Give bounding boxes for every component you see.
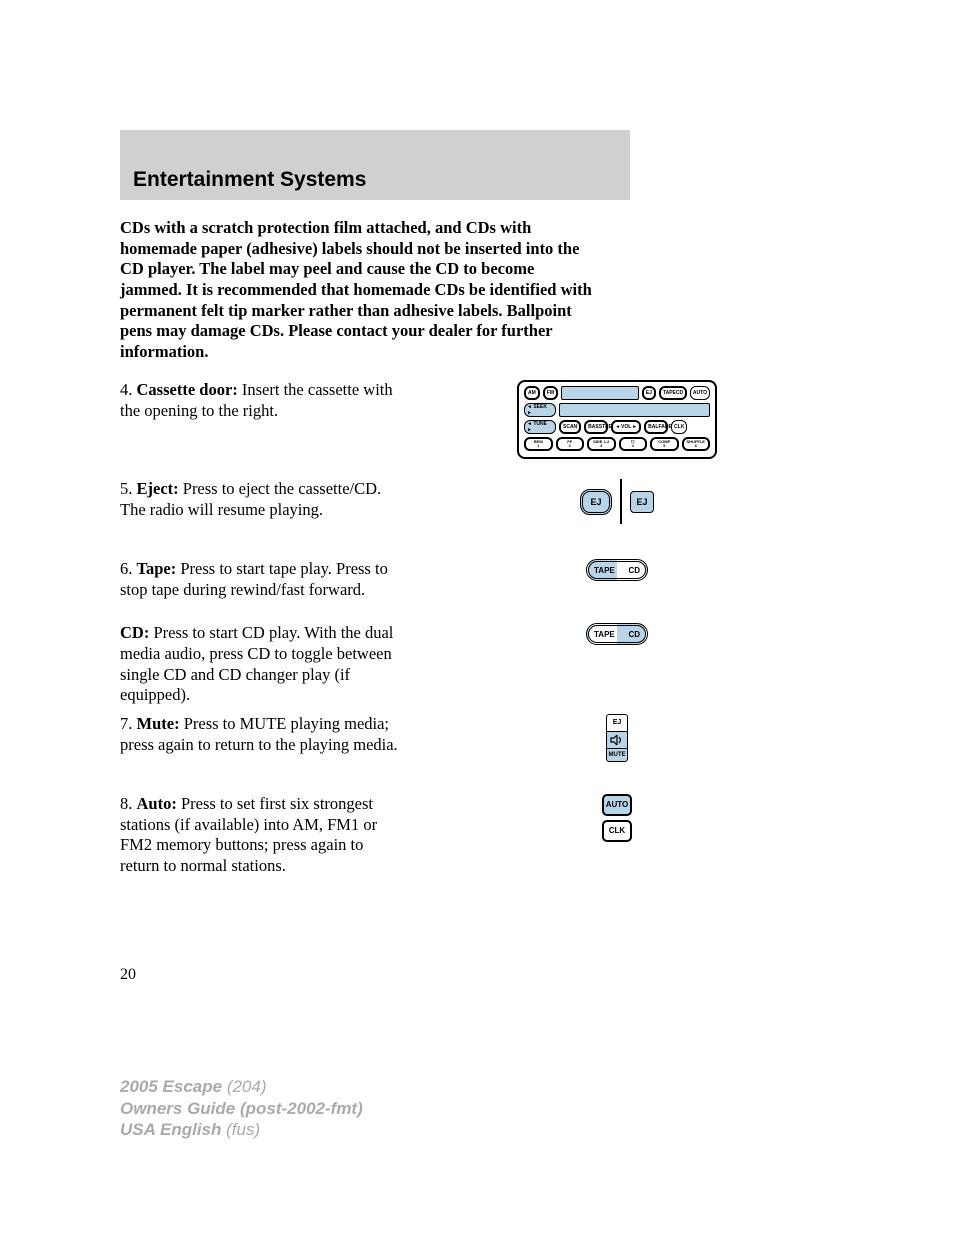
item-4-figure: AM FM EJ TAPECD AUTO ◄ SEEK ► ◄ TUNE ► S… [400, 380, 834, 459]
eject-button-2: EJ [630, 491, 654, 513]
radio-fm-btn: FM [543, 386, 558, 400]
tape-cd-button-cd-hl: TAPECD [586, 623, 648, 645]
item-5-text: 5. Eject: Press to eject the cassette/CD… [120, 479, 400, 520]
item-7-figure: EJ MUTE [400, 714, 834, 762]
radio-bal-fade: BALFADE [644, 420, 668, 434]
warning-paragraph: CDs with a scratch protection film attac… [120, 218, 600, 362]
mute-icon [606, 732, 628, 748]
radio-preset-1: REW1 [524, 437, 553, 451]
radio-am-btn: AM [524, 386, 540, 400]
section-header-bar: Entertainment Systems [120, 130, 630, 200]
item-4-text: 4. Cassette door: Insert the cassette wi… [120, 380, 400, 421]
radio-clk-btn: CLK [671, 420, 687, 434]
item-8-row: 8. Auto: Press to set first six stronges… [120, 794, 834, 877]
divider-line [620, 479, 622, 524]
radio-tape-cd-btn: TAPECD [659, 386, 687, 400]
radio-seek-btn: ◄ SEEK ► [524, 403, 556, 417]
radio-display [561, 386, 639, 400]
tape-cd-button-tape-hl: TAPECD [586, 559, 648, 581]
radio-preset-3: SIDE 1-23 [587, 437, 616, 451]
item-6-cd-row: CD: Press to start CD play. With the dua… [120, 623, 834, 706]
radio-ej-btn: EJ [642, 386, 656, 400]
radio-auto-btn: AUTO [690, 386, 710, 400]
item-7-text: 7. Mute: Press to MUTE playing media; pr… [120, 714, 400, 755]
eject-button-1: EJ [580, 489, 612, 515]
auto-button: AUTO [602, 794, 632, 816]
mute-label: MUTE [606, 748, 628, 762]
item-6-tape-row: 6. Tape: Press to start tape play. Press… [120, 559, 834, 619]
item-5-row: 5. Eject: Press to eject the cassette/CD… [120, 479, 834, 539]
radio-preset-6: SHUFFLE6 [682, 437, 711, 451]
item-8-text: 8. Auto: Press to set first six stronges… [120, 794, 400, 877]
item-7-row: 7. Mute: Press to MUTE playing media; pr… [120, 714, 834, 774]
section-title: Entertainment Systems [133, 168, 366, 192]
item-4-row: 4. Cassette door: Insert the cassette wi… [120, 380, 834, 459]
radio-faceplate: AM FM EJ TAPECD AUTO ◄ SEEK ► ◄ TUNE ► S… [517, 380, 717, 459]
item-8-figure: AUTO CLK [400, 794, 834, 842]
item-6-tape-text: 6. Tape: Press to start tape play. Press… [120, 559, 400, 600]
radio-vol: ◄VOL► [611, 420, 641, 434]
item-6-cd-figure: TAPECD [400, 623, 834, 645]
radio-preset-2: FF2 [556, 437, 585, 451]
clk-button: CLK [602, 820, 632, 842]
radio-presets-row: REW1 FF2 SIDE 1-23 ☐4 COMP5 SHUFFLE6 [524, 437, 710, 451]
radio-scan-btn: SCAN [559, 420, 581, 434]
page-number: 20 [120, 966, 834, 984]
radio-preset-4: ☐4 [619, 437, 648, 451]
radio-cassette-door [559, 403, 710, 417]
item-6-tape-figure: TAPECD [400, 559, 834, 581]
mute-ej-label: EJ [606, 714, 628, 732]
footer: 2005 Escape (204) Owners Guide (post-200… [120, 1076, 363, 1140]
radio-preset-5: COMP5 [650, 437, 679, 451]
radio-tune-btn: ◄ TUNE ► [524, 420, 556, 434]
item-6-cd-text: CD: Press to start CD play. With the dua… [120, 623, 400, 706]
item-5-figure: EJ EJ [400, 479, 834, 524]
radio-bass-treb: BASSTREB [584, 420, 608, 434]
